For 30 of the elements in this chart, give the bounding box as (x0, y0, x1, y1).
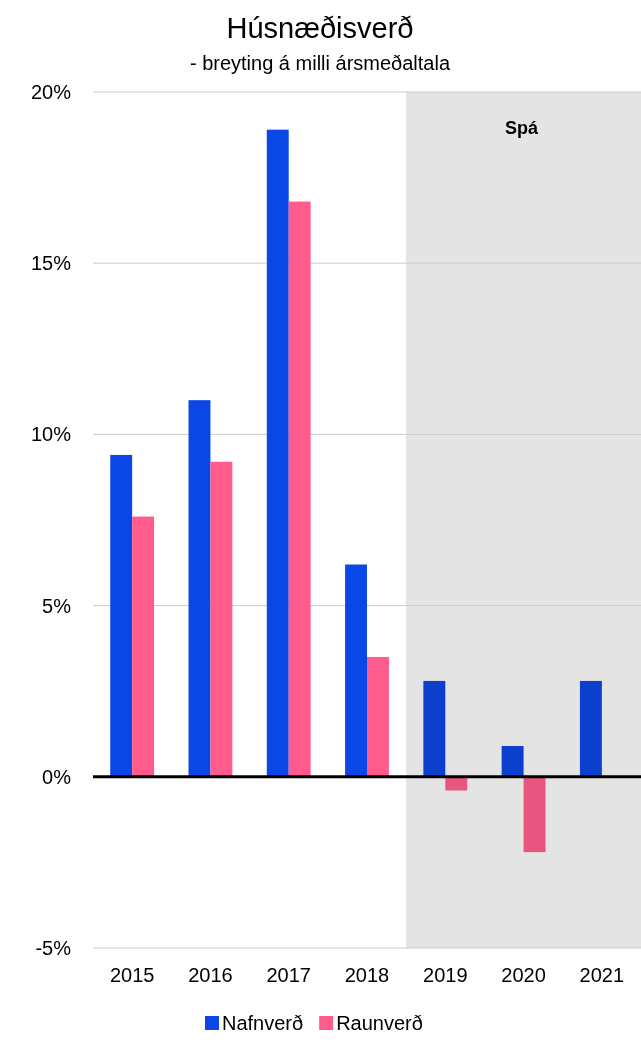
x-tick-label: 2020 (501, 964, 546, 987)
bar (210, 461, 233, 777)
y-tick-label: 15% (30, 252, 72, 275)
legend-label: Nafnverð (222, 1012, 304, 1034)
bar (367, 656, 389, 777)
legend-label: Raunverð (336, 1012, 423, 1034)
y-tick-label: 0% (42, 765, 72, 788)
bar (579, 680, 602, 777)
bar (188, 400, 211, 777)
y-tick-label: -5% (35, 936, 72, 959)
band-label: Spá (505, 118, 540, 138)
x-tick-label: 2016 (188, 964, 233, 987)
bar (423, 680, 446, 777)
x-tick-label: 2019 (423, 964, 468, 987)
x-tick-label: 2017 (266, 964, 311, 987)
x-tick-label: 2018 (344, 964, 390, 987)
chart-subtitle: - breyting á milli ársmeðaltala (189, 52, 451, 74)
bar (288, 201, 311, 777)
x-tick-label: 2015 (109, 964, 155, 987)
y-tick-label: 5% (42, 594, 72, 617)
bar (523, 776, 546, 853)
bar (132, 516, 155, 777)
bar (501, 745, 524, 777)
y-tick-label: 20% (30, 80, 72, 103)
bar (345, 564, 367, 777)
y-tick-label: 10% (30, 423, 72, 446)
bar (266, 129, 289, 777)
chart-title: Húsnæðisverð (226, 12, 414, 44)
x-tick-label: 2021 (579, 964, 625, 987)
bar (110, 454, 133, 777)
